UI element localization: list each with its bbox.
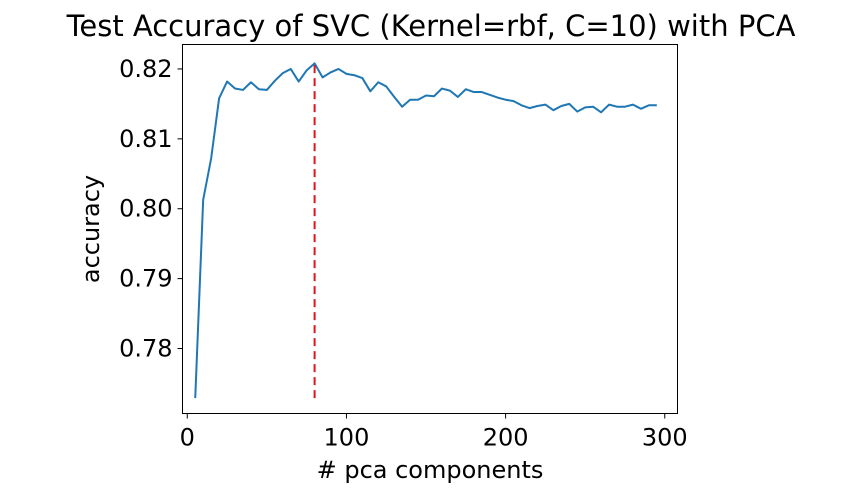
x-axis: 0 100 200 300 (180, 413, 688, 452)
y-axis-label: accuracy (77, 175, 105, 283)
plot-frame (182, 44, 678, 414)
x-tick-label: 300 (642, 424, 688, 452)
y-tick-label: 0.79 (119, 265, 172, 293)
y-tick-label: 0.80 (119, 195, 172, 223)
y-axis: 0.78 0.79 0.80 0.81 0.82 (119, 55, 183, 363)
y-tick-label: 0.81 (119, 125, 172, 153)
chart-title: Test Accuracy of SVC (Kernel=rbf, C=10) … (66, 9, 796, 43)
plot-area (182, 44, 678, 414)
y-tick-label: 0.82 (119, 55, 172, 83)
x-tick-label: 0 (180, 424, 195, 452)
x-tick-label: 100 (324, 424, 370, 452)
y-tick-label: 0.78 (119, 335, 172, 363)
x-axis-label: # pca components (317, 456, 544, 484)
x-tick-label: 200 (483, 424, 529, 452)
accuracy-series-line (194, 62, 657, 399)
